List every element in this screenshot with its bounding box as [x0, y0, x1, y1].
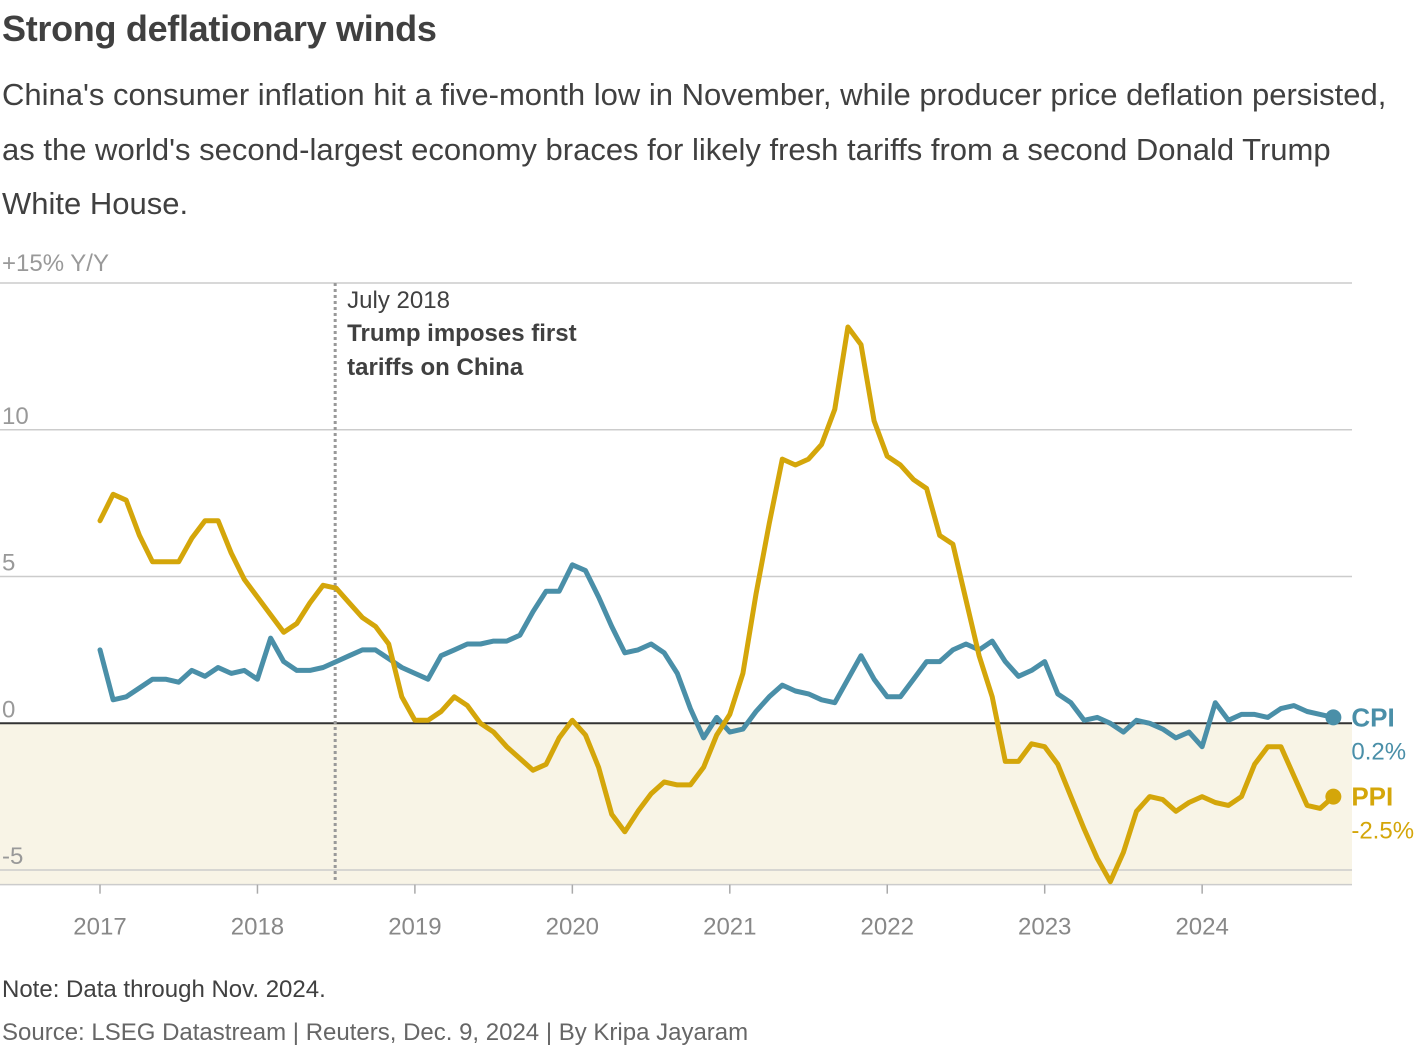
x-tick-label: 2019 [388, 914, 441, 940]
ppi-end-marker [1325, 788, 1342, 805]
source: Source: LSEG Datastream | Reuters, Dec. … [2, 1019, 749, 1046]
series-group: CPI 0.2% PPI -2.5% [97, 324, 1414, 885]
ppi-end-label: PPI [1351, 782, 1393, 812]
y-axis-unit-label: +15% Y/Y [2, 250, 109, 277]
x-tick-label: 2023 [1018, 914, 1071, 940]
y-tick-label: 0 [2, 696, 15, 723]
x-tick-label: 2024 [1175, 914, 1228, 940]
annotation-text-line-1: Trump imposes first [347, 320, 576, 347]
chart-title: Strong deflationary winds [2, 8, 437, 49]
x-axis: 2017 2018 2019 2020 2021 2022 2023 2024 [73, 884, 1229, 940]
x-tick-label: 2022 [861, 914, 914, 940]
cpi-end-label: CPI [1351, 702, 1394, 732]
negative-region-shading [0, 723, 1352, 885]
cpi-line [97, 562, 1336, 750]
annotation-date: July 2018 [347, 287, 450, 314]
x-tick-label: 2018 [231, 914, 284, 940]
ppi-end-value: -2.5% [1351, 818, 1414, 845]
cpi-end-marker [1325, 709, 1342, 726]
cpi-end-value: 0.2% [1351, 738, 1406, 765]
y-axis-labels: 10 5 0 -5 [2, 403, 29, 870]
x-tick-label: 2017 [73, 914, 126, 940]
chart-subtitle: China's consumer inflation hit a five-mo… [2, 77, 1387, 221]
y-tick-label: -5 [2, 843, 23, 870]
x-tick-label: 2021 [703, 914, 756, 940]
ppi-line [97, 324, 1336, 885]
gridlines [0, 282, 1352, 886]
note: Note: Data through Nov. 2024. [2, 976, 326, 1003]
annotation-text-line-2: tariffs on China [347, 354, 524, 381]
y-tick-label: 10 [2, 403, 29, 430]
y-tick-label: 5 [2, 550, 15, 577]
chart: 10 5 0 -5 +15% Y/Y 2017 2018 2019 2020 2021 2022… [0, 250, 1414, 940]
x-tick-label: 2020 [546, 914, 599, 940]
